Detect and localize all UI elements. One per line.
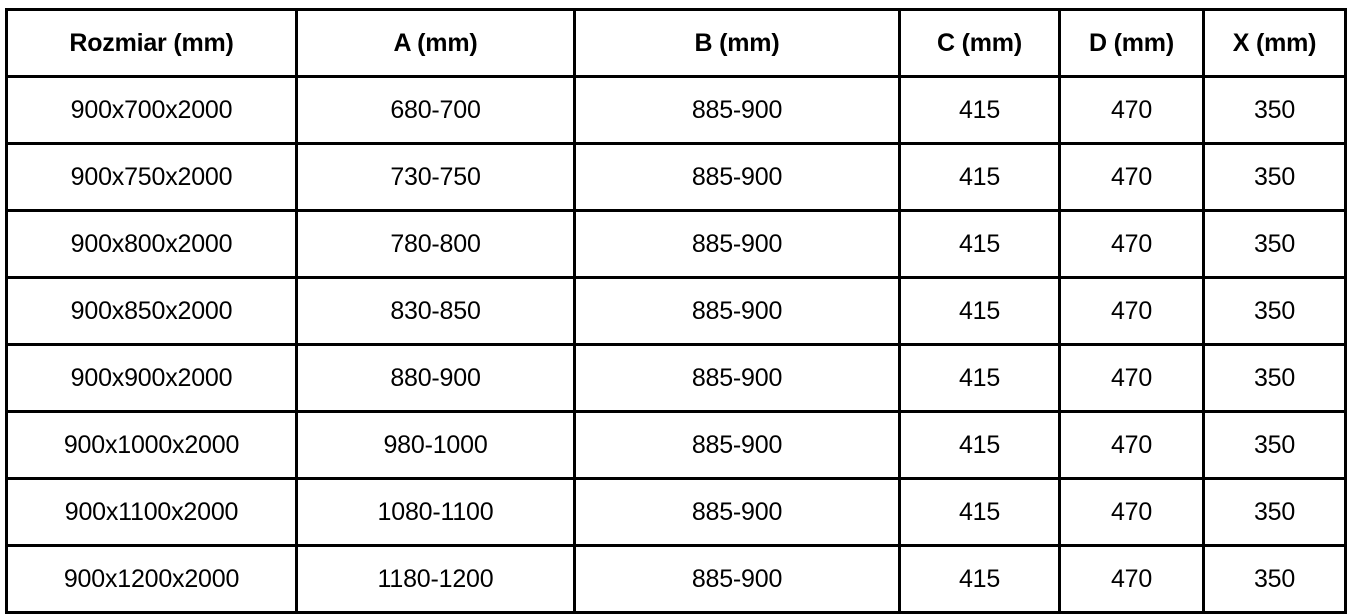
column-header-x: X (mm) (1202, 8, 1347, 78)
cell-a: 830-850 (295, 276, 576, 346)
table-row: 900x750x2000 730-750 885-900 415 470 350 (5, 142, 1347, 212)
header-row: Rozmiar (mm) A (mm) B (mm) C (mm) D (mm)… (5, 8, 1347, 78)
cell-d: 470 (1058, 477, 1205, 547)
column-header-d: D (mm) (1058, 8, 1205, 78)
cell-c: 415 (898, 276, 1061, 346)
cell-c: 415 (898, 142, 1061, 212)
cell-a: 880-900 (295, 343, 576, 413)
cell-x: 350 (1202, 209, 1347, 279)
cell-d: 470 (1058, 209, 1205, 279)
table-body: 900x700x2000 680-700 885-900 415 470 350… (5, 75, 1347, 614)
column-header-a: A (mm) (295, 8, 576, 78)
table-row: 900x850x2000 830-850 885-900 415 470 350 (5, 276, 1347, 346)
cell-a: 1080-1100 (295, 477, 576, 547)
cell-size: 900x800x2000 (5, 209, 298, 279)
cell-d: 470 (1058, 142, 1205, 212)
cell-b: 885-900 (573, 544, 901, 614)
cell-b: 885-900 (573, 276, 901, 346)
cell-c: 415 (898, 477, 1061, 547)
cell-size: 900x750x2000 (5, 142, 298, 212)
cell-size: 900x900x2000 (5, 343, 298, 413)
table-row: 900x800x2000 780-800 885-900 415 470 350 (5, 209, 1347, 279)
cell-a: 680-700 (295, 75, 576, 145)
cell-c: 415 (898, 410, 1061, 480)
cell-size: 900x1100x2000 (5, 477, 298, 547)
cell-size: 900x1000x2000 (5, 410, 298, 480)
cell-d: 470 (1058, 343, 1205, 413)
cell-x: 350 (1202, 75, 1347, 145)
cell-size: 900x1200x2000 (5, 544, 298, 614)
table-row: 900x1000x2000 980-1000 885-900 415 470 3… (5, 410, 1347, 480)
cell-d: 470 (1058, 75, 1205, 145)
cell-c: 415 (898, 544, 1061, 614)
cell-c: 415 (898, 343, 1061, 413)
cell-b: 885-900 (573, 410, 901, 480)
cell-x: 350 (1202, 142, 1347, 212)
cell-a: 980-1000 (295, 410, 576, 480)
cell-size: 900x700x2000 (5, 75, 298, 145)
cell-d: 470 (1058, 410, 1205, 480)
cell-c: 415 (898, 75, 1061, 145)
spec-table-container: Rozmiar (mm) A (mm) B (mm) C (mm) D (mm)… (5, 8, 1347, 614)
cell-b: 885-900 (573, 343, 901, 413)
cell-a: 780-800 (295, 209, 576, 279)
dimensions-table: Rozmiar (mm) A (mm) B (mm) C (mm) D (mm)… (5, 8, 1347, 614)
cell-c: 415 (898, 209, 1061, 279)
table-row: 900x1100x2000 1080-1100 885-900 415 470 … (5, 477, 1347, 547)
cell-x: 350 (1202, 410, 1347, 480)
cell-x: 350 (1202, 276, 1347, 346)
cell-x: 350 (1202, 544, 1347, 614)
cell-d: 470 (1058, 544, 1205, 614)
cell-a: 1180-1200 (295, 544, 576, 614)
table-header: Rozmiar (mm) A (mm) B (mm) C (mm) D (mm)… (5, 8, 1347, 78)
table-row: 900x700x2000 680-700 885-900 415 470 350 (5, 75, 1347, 145)
column-header-b: B (mm) (573, 8, 901, 78)
cell-a: 730-750 (295, 142, 576, 212)
cell-b: 885-900 (573, 209, 901, 279)
cell-d: 470 (1058, 276, 1205, 346)
table-row: 900x900x2000 880-900 885-900 415 470 350 (5, 343, 1347, 413)
cell-b: 885-900 (573, 142, 901, 212)
table-row: 900x1200x2000 1180-1200 885-900 415 470 … (5, 544, 1347, 614)
column-header-size: Rozmiar (mm) (5, 8, 298, 78)
cell-x: 350 (1202, 477, 1347, 547)
cell-b: 885-900 (573, 75, 901, 145)
column-header-c: C (mm) (898, 8, 1061, 78)
cell-x: 350 (1202, 343, 1347, 413)
cell-b: 885-900 (573, 477, 901, 547)
cell-size: 900x850x2000 (5, 276, 298, 346)
